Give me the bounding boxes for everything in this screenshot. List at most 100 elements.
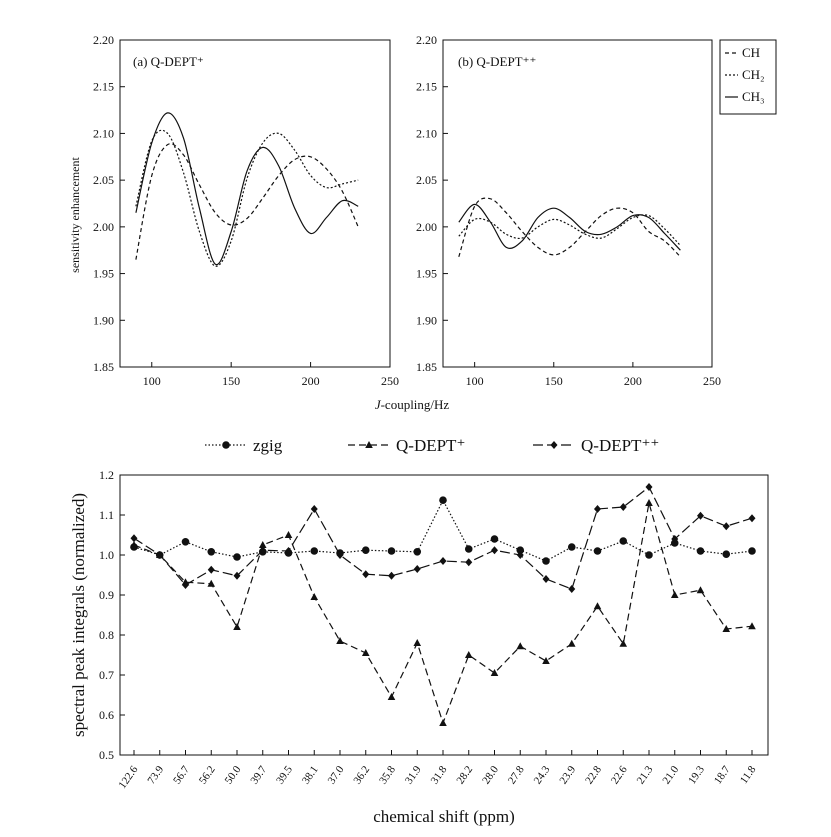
legend-bottom-label-2: Q-DEPT⁺⁺ (581, 436, 659, 455)
panel-c-series-zgig-point (464, 545, 473, 553)
panel-c-series-zgig-point (361, 546, 370, 554)
panel-c-series-QDEPTpp-point (310, 505, 318, 513)
panel-a-series-CH-line (135, 129, 359, 267)
panel-c-series-QDEPTp-line (133, 502, 753, 725)
panel-c-ylabel: spectral peak integrals (normalized) (69, 493, 88, 737)
panel-c-series-QDEPTp-point (593, 602, 602, 610)
panel-c-series-zgig-point (387, 547, 396, 555)
panel-c-series-zgig-point (593, 547, 602, 555)
legend-bottom-label-0: zgig (253, 436, 283, 455)
panel-c-xtick-label: 39.7 (248, 763, 269, 786)
panel-a-chart: (a) Q-DEPT⁺ 1.85 1.90 1.95 2.00 2.05 2.10 2.15… (68, 33, 399, 388)
panel-c-xtick-label: 39.5 (274, 763, 295, 786)
panel-c-series-QDEPTp-point (696, 586, 705, 594)
panel-c-xtick-label: 35.8 (377, 763, 398, 786)
top-xlabel-italic: J (375, 397, 382, 412)
panel-c-xtick-label: 31.8 (429, 763, 450, 786)
panel-c-series-QDEPTpp-point (362, 570, 370, 579)
panel-c-xtick-label: 56.2 (197, 764, 218, 787)
panel-c-xtick-label: 36.2 (351, 764, 372, 787)
panel-c-series-QDEPTpp-point (156, 551, 164, 559)
panel-c-series-QDEPTp-point (748, 622, 756, 630)
panel-c-xtick-label: 21.0 (660, 763, 681, 786)
panel-c-series-zgig-point (696, 547, 705, 555)
panel-c-series-QDEPTp-point (413, 639, 422, 646)
panel-c-ytick-label: 0.5 (99, 748, 114, 762)
panel-c-xtick-label: 18.7 (712, 763, 733, 786)
panel-b-ytick-label: 1.85 (416, 360, 437, 374)
legend-top-label-0: CH (742, 45, 760, 60)
panel-c-series-QDEPTpp-point (336, 551, 344, 559)
panel-a-ytick-label: 1.85 (93, 360, 114, 374)
panel-c-ytick-label: 1.2 (99, 468, 114, 482)
legend-bottom-marker-2 (550, 441, 558, 449)
panel-a-ytick-label: 1.95 (93, 267, 114, 281)
panel-c-series-QDEPTpp-point (388, 571, 395, 580)
legend-top-label-2: CH₃ (742, 89, 765, 104)
panel-c-xtick-label: 31.9 (403, 763, 424, 786)
panel-a-series-CH-line (135, 143, 359, 260)
panel-c-series-QDEPTpp-point (285, 547, 292, 555)
panel-b-series-CH-line (458, 214, 681, 246)
panel-a-xtick-label: 100 (143, 374, 161, 388)
panel-c-series-zgig-point (645, 551, 653, 559)
panel-c-series-QDEPTpp-point (491, 546, 498, 555)
panel-c-series-QDEPTpp-point (130, 534, 138, 543)
panel-c-xtick-label: 50.0 (223, 763, 244, 786)
panel-b-series-CH-line (458, 203, 681, 251)
panel-b-xtick-label: 150 (545, 374, 563, 388)
panel-c-xtick-label: 122.6 (116, 763, 140, 791)
panel-c-series-zgig-point (233, 553, 241, 561)
panel-c-series-QDEPTp-point (619, 639, 628, 647)
panel-c-series-QDEPTpp-point (259, 546, 267, 555)
panel-a-ylabel: sensitivity enhancement (68, 157, 82, 273)
panel-b-ytick-label: 1.90 (416, 313, 437, 327)
panel-c-series-QDEPTpp-point (619, 503, 627, 511)
panel-a-ytick-label: 2.10 (93, 126, 114, 140)
panel-b-ytick-label: 2.05 (416, 173, 437, 187)
panel-b-xtick-label: 100 (466, 374, 484, 388)
panel-c-series-zgig-point (413, 548, 422, 556)
panel-c-series-zgig-point (619, 537, 628, 545)
top-xlabel-rest: -coupling/Hz (381, 397, 450, 412)
panel-c-xtick-label: 56.7 (171, 763, 192, 786)
panel-b-title: (b) Q-DEPT⁺⁺ (458, 54, 536, 69)
panel-b-xtick-label: 200 (624, 374, 642, 388)
panel-b-ytick-label: 2.15 (416, 80, 437, 94)
legend-top-label-1: CH₂ (742, 67, 765, 82)
panel-c-ytick-label: 0.8 (99, 628, 114, 642)
panel-c-xtick-label: 21.3 (635, 763, 656, 786)
panel-c-series-QDEPTpp-point (594, 505, 601, 513)
panel-c-series-zgig-point (181, 538, 190, 546)
panel-c-series-QDEPTp-point (284, 531, 293, 538)
panel-a-title: (a) Q-DEPT⁺ (133, 54, 204, 69)
panel-c-xtick-label: 24.3 (532, 763, 553, 786)
panel-c-series-zgig-point (516, 546, 525, 554)
panel-c-series-QDEPTpp-point (233, 571, 241, 580)
panel-c-series-QDEPTp-point (464, 651, 473, 658)
panel-c-ytick-label: 0.6 (99, 708, 114, 722)
panel-c-series-QDEPTpp-point (671, 535, 679, 543)
panel-a-series-CH-line (135, 112, 359, 266)
panel-a-xtick-label: 150 (222, 374, 240, 388)
panel-c-series-zgig-point (542, 557, 550, 565)
panel-c-series-QDEPTpp-point (207, 565, 215, 574)
panel-c-series-QDEPTp-point (542, 657, 550, 664)
panel-c-series-QDEPTpp-point (568, 585, 576, 593)
panel-c-series-QDEPTp-point (516, 642, 525, 650)
panel-c-series-QDEPTp-point (670, 591, 679, 598)
panel-c-xtick-label: 11.8 (738, 763, 759, 786)
panel-c-series-QDEPTpp-point (465, 558, 473, 567)
panel-c-series-zgig-point (310, 547, 319, 555)
panel-a-ytick-label: 1.90 (93, 313, 114, 327)
panel-c-series-QDEPTp-point (207, 579, 216, 587)
panel-a-frame (119, 39, 391, 368)
panel-b-frame (442, 39, 713, 368)
panel-c-xtick-label: 22.8 (583, 763, 604, 786)
top-xlabel: J-coupling/Hz (375, 397, 450, 412)
panel-c-series-QDEPTpp-point (645, 483, 653, 491)
panel-c-series-QDEPTpp-point (516, 551, 524, 559)
panel-c-xtick-label: 19.3 (686, 763, 707, 786)
panel-c-series-zgig-point (490, 535, 499, 543)
